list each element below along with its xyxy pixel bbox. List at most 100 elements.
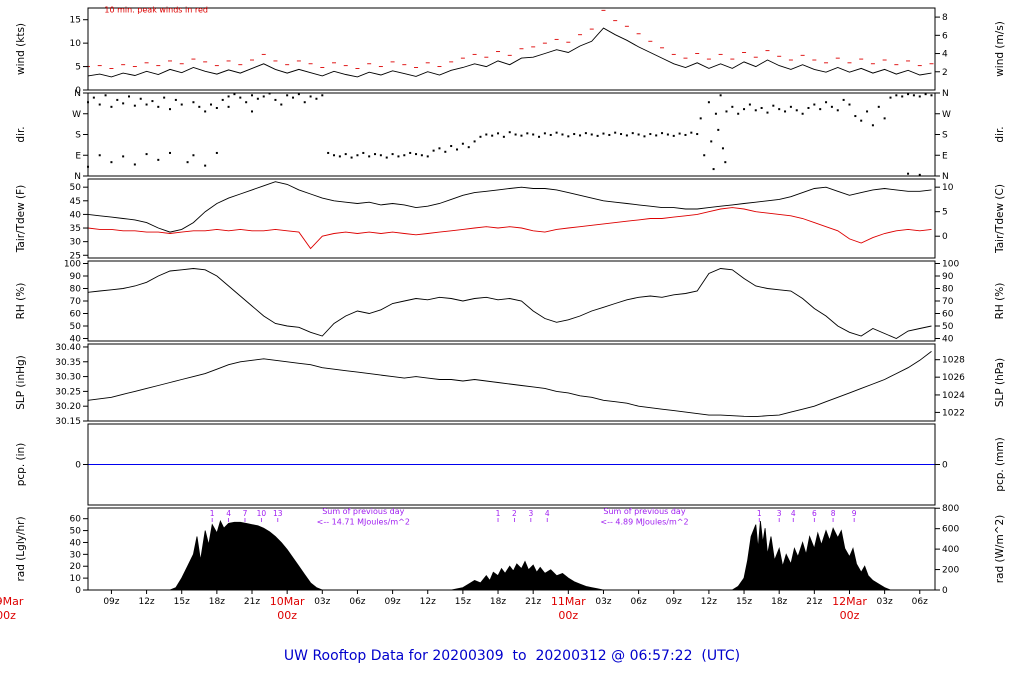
ytick-right-rad: 0 (942, 586, 948, 596)
rad-cumulative-marks: 1 4 7 10 13 1 2 3 4 1 3 4 6 8 9 (210, 509, 857, 522)
ytick-left-pcp: 0 (75, 461, 81, 471)
panel-frame-temp (87, 178, 936, 259)
rad-cum-label: 2 (512, 509, 517, 518)
annotation: 10 min. peak winds in red (104, 6, 208, 15)
ytick-left-rad: 30 (70, 550, 82, 560)
panel-slp: 30.40 30.35 30.30 30.25 30.20 30.15 1028 1026 10… (15, 343, 1006, 427)
x-axis: 09z 12z 15z 18z 21z 03z 06z 09z 12z 15z 18z 21z 03z 0… (0, 590, 928, 622)
ytick-right-rad: 800 (942, 504, 959, 514)
xtick-label: 09z (384, 597, 400, 607)
xtick-label: 15z (174, 597, 190, 607)
axis-title-left-slp: SLP (inHg) (15, 355, 27, 410)
axis-title-right-dir: dir. (994, 126, 1006, 142)
xtick-label: 21z (806, 597, 822, 607)
ytick-left-wind: 5 (75, 63, 81, 73)
rad-cum-label: 3 (528, 509, 533, 518)
xtick-label: 12z (420, 597, 436, 607)
ytick-right-dir: W (942, 110, 951, 120)
ytick-left-slp: 30.15 (55, 417, 81, 427)
panel-frame-dir (87, 92, 936, 177)
ytick-right-rad: 200 (942, 566, 959, 576)
ytick-left-dir: N (74, 172, 81, 182)
day-label-z: 00z (840, 609, 860, 622)
xtick-label: 12z (138, 597, 154, 607)
rad-cum-label: 8 (831, 509, 836, 518)
ytick-left-rad: 10 (70, 574, 82, 584)
ytick-left-wind: 0 (75, 86, 81, 96)
day-label: 12Mar (832, 595, 867, 608)
rad-cum-label: 4 (791, 509, 796, 518)
ytick-left-dir: N (74, 89, 81, 99)
meteogram-page: 0 5 10 15 2 4 6 8 wind (kts) wind (m/s) N W S E N N W S E N… (0, 6, 1006, 664)
ytick-left-temp: 30 (70, 238, 82, 248)
annotation: <-- 4.89 MJoules/m^2 (600, 518, 688, 527)
ytick-right-rh: 40 (942, 335, 954, 345)
ytick-left-rh: 90 (70, 272, 82, 282)
ytick-right-slp: 1024 (942, 391, 965, 401)
series-wind-direction-deg (87, 92, 933, 176)
ytick-left-rh: 60 (70, 310, 82, 320)
day-label: 10Mar (270, 595, 305, 608)
ytick-left-dir: S (75, 131, 81, 141)
series-solar-radiation-lgly-hr (88, 520, 935, 591)
xtick-label: 18z (209, 597, 225, 607)
rad-cum-label: 4 (226, 509, 231, 518)
ytick-right-wind: 6 (942, 31, 948, 41)
panel-rad: 1 4 7 10 13 1 2 3 4 1 3 4 6 8 960504030201008006004002… (15, 504, 1006, 596)
axis-title-left-rad: rad (Lgly/hr) (15, 516, 27, 581)
ytick-left-rh: 100 (64, 260, 81, 270)
xtick-label: 12z (701, 597, 717, 607)
ytick-left-temp: 50 (70, 183, 82, 193)
rad-cum-label: 1 (757, 509, 762, 518)
ytick-left-rad: 60 (70, 515, 82, 525)
chart-title: UW Rooftop Data for 20200309 to 20200312… (283, 648, 741, 664)
ytick-left-rad: 40 (70, 538, 82, 548)
series-wind-mean-kts (87, 27, 932, 78)
panel-frame-rh (87, 260, 936, 342)
ytick-right-rh: 90 (942, 272, 954, 282)
ytick-left-wind: 15 (70, 16, 81, 26)
series-wind-10min-peak-kts (86, 9, 934, 69)
panel-wind: 0 5 10 15 2 4 6 8 wind (kts) wind (m/s) (15, 7, 1006, 96)
ytick-right-rh: 60 (942, 310, 954, 320)
panel-frame-slp (87, 343, 936, 422)
ytick-right-temp: 0 (942, 232, 948, 242)
series-sea-level-pressure-inhg (87, 351, 932, 418)
axis-title-right-temp: Tair/Tdew (C) (994, 184, 1006, 254)
rad-cum-label: 13 (273, 509, 283, 518)
annotation: Sum of previous day (603, 507, 685, 516)
xtick-label: 03z (877, 597, 893, 607)
axis-title-right-pcp: pcp. (mm) (994, 437, 1006, 491)
ytick-left-temp: 40 (70, 210, 82, 220)
panel-rh: 100 90 80 70 60 50 40 100 90 80 70 60 50 40 RH (%) RH (… (15, 260, 1006, 345)
xtick-label: 15z (455, 597, 471, 607)
ytick-right-wind: 2 (942, 68, 948, 78)
ytick-right-dir: N (942, 172, 949, 182)
rad-cum-label: 6 (812, 509, 817, 518)
xtick-label: 06z (631, 597, 647, 607)
axis-title-right-slp: SLP (hPa) (994, 358, 1006, 407)
xtick-label: 21z (244, 597, 260, 607)
ytick-right-dir: N (942, 89, 949, 99)
series-dewpoint-f (87, 207, 932, 250)
axis-title-left-pcp: pcp. (in) (15, 443, 27, 487)
ytick-right-wind: 8 (942, 13, 948, 23)
annotation: Sum of previous day (322, 507, 404, 516)
ytick-left-slp: 30.30 (55, 373, 81, 383)
ytick-left-slp: 30.20 (55, 402, 81, 412)
xtick-label: 18z (771, 597, 787, 607)
ytick-right-rh: 50 (942, 322, 954, 332)
ytick-left-dir: E (75, 151, 81, 161)
ytick-right-dir: S (942, 131, 948, 141)
series-relative-humidity-pct (87, 268, 932, 340)
day-label: 11Mar (551, 595, 586, 608)
ytick-right-wind: 4 (942, 50, 948, 60)
ytick-left-rad: 20 (70, 562, 82, 572)
ytick-right-pcp: 0 (942, 461, 948, 471)
axis-title-left-dir: dir. (15, 126, 27, 142)
annotation: <-- 14.71 MJoules/m^2 (317, 518, 410, 527)
xtick-label: 03z (314, 597, 330, 607)
ytick-right-slp: 1026 (942, 373, 965, 383)
xtick-label: 03z (595, 597, 611, 607)
